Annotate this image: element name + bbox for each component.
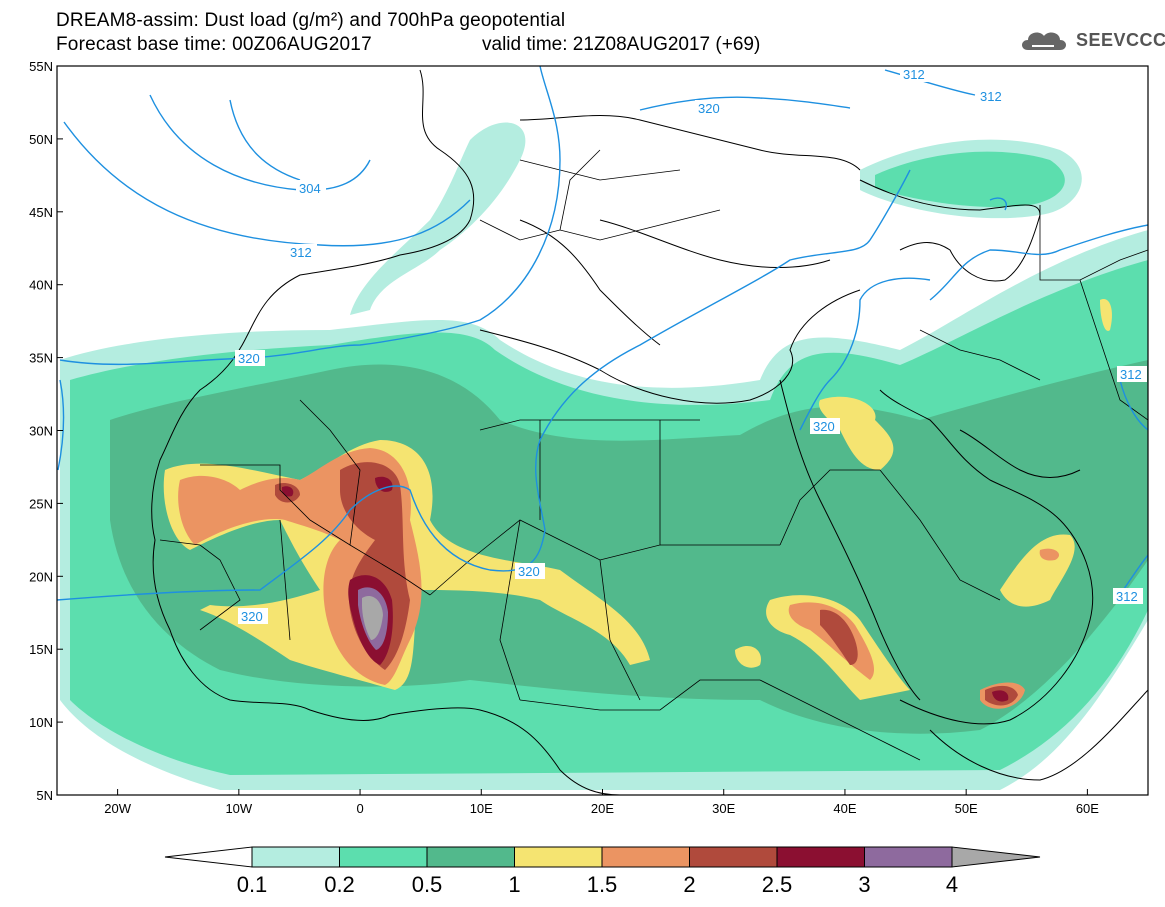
lat-tick-label: 40N (29, 278, 53, 293)
colorbar-label: 0.1 (236, 872, 268, 897)
valid-time: valid time: 21Z08AUG2017 (+69) (482, 34, 761, 55)
logo-text: SEEVCCC (1076, 30, 1165, 50)
dust-area-1-caspian (1100, 299, 1112, 331)
colorbar-cell (339, 846, 428, 868)
lon-tick-label: 60E (1076, 801, 1099, 816)
colorbar-cell (514, 846, 603, 868)
longitude-axis: 20W 10W 0 10E 20E 30E 40E 50E 60E (104, 789, 1099, 816)
map-title: DREAM8-assim: Dust load (g/m²) and 700hP… (56, 10, 566, 31)
dust-area-25-yemen (992, 690, 1009, 702)
colorbar-label: 2 (683, 872, 696, 897)
contour-label: 312 (903, 67, 925, 82)
contour-label: 304 (299, 181, 321, 196)
lon-tick-label: 20E (591, 801, 614, 816)
lat-tick-label: 25N (29, 496, 53, 511)
contour-label: 320 (518, 564, 540, 579)
lon-tick-label: 20W (104, 801, 131, 816)
colorbar-label: 0.2 (324, 872, 355, 897)
colorbar-low-arrow (164, 846, 253, 868)
colorbar-high-arrow (951, 846, 1041, 868)
lat-tick-label: 55N (29, 59, 53, 74)
contour-label: 320 (698, 101, 720, 116)
colorbar (164, 846, 1041, 868)
lat-tick-label: 5N (36, 788, 53, 803)
lat-tick-label: 50N (29, 132, 53, 147)
seevccc-logo: SEEVCCC (1018, 26, 1165, 56)
colorbar-label: 1 (508, 872, 521, 897)
lon-tick-label: 10W (225, 801, 252, 816)
colorbar-cell (689, 846, 778, 868)
lat-tick-label: 10N (29, 715, 53, 730)
contour-label: 312 (980, 89, 1002, 104)
lat-tick-label: 30N (29, 424, 53, 439)
colorbar-label: 3 (858, 872, 871, 897)
colorbar-label: 2.5 (761, 872, 793, 897)
dust-area-25-north (375, 476, 393, 492)
lat-tick-label: 45N (29, 205, 53, 220)
dust-area-1-gulf (819, 396, 894, 470)
dust-area-15-oman (1039, 548, 1060, 561)
colorbar-cell (776, 846, 865, 868)
latitude-axis: 55N 50N 45N 40N 35N 30N 25N 20N 15N 10N 5N (29, 59, 63, 803)
colorbar-cell (864, 846, 953, 868)
contour-label: 312 (1116, 589, 1138, 604)
lat-tick-label: 20N (29, 569, 53, 584)
contour-label: 320 (813, 419, 835, 434)
contour-label: 320 (241, 609, 263, 624)
dust-area-1-horn (735, 645, 761, 668)
colorbar-label: 1.5 (586, 872, 618, 897)
dust-area-4-central (362, 595, 383, 640)
colorbar-label: 0.5 (411, 872, 443, 897)
colorbar-cell (251, 846, 340, 868)
lat-tick-label: 35N (29, 351, 53, 366)
lat-tick-label: 15N (29, 642, 53, 657)
lon-tick-label: 40E (833, 801, 856, 816)
contour-label: 320 (238, 351, 260, 366)
lon-tick-label: 0 (356, 801, 363, 816)
colorbar-cell (601, 846, 690, 868)
forecast-base-time: Forecast base time: 00Z06AUG2017 (56, 34, 372, 55)
lon-tick-label: 30E (712, 801, 735, 816)
coastlines (151, 69, 1148, 795)
dust-area-light-europe (350, 122, 526, 315)
colorbar-cell (426, 846, 515, 868)
geopotential-contours (57, 66, 1148, 601)
contour-label: 312 (1120, 367, 1142, 382)
lon-tick-label: 50E (955, 801, 978, 816)
contour-label: 312 (290, 245, 312, 260)
geopotential-labels: 304 312 320 312 320 320 320 312 312 312 … (235, 66, 1147, 624)
dust-area-25-west (281, 486, 294, 497)
country-borders (159, 149, 1148, 761)
colorbar-label: 4 (945, 872, 959, 897)
lon-tick-label: 10E (470, 801, 493, 816)
dust-area-2-red-sea (820, 609, 858, 665)
dust-area-02-north (875, 151, 1065, 208)
cloud-icon (1022, 32, 1066, 50)
